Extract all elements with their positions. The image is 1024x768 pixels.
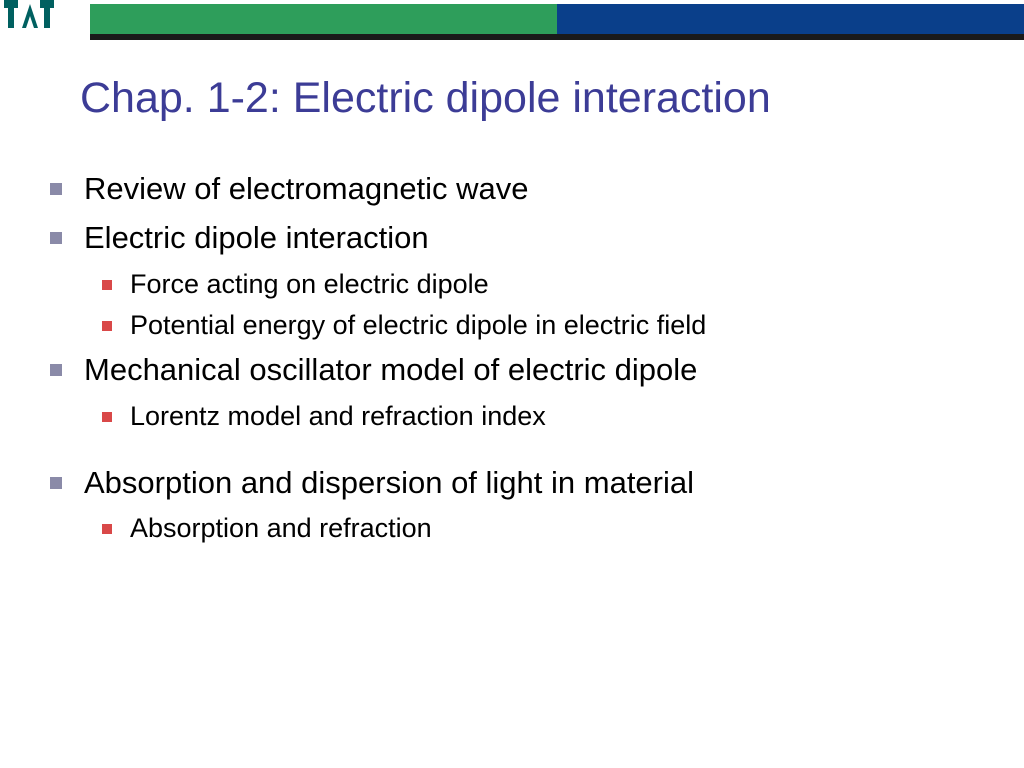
list-item-text: Absorption and dispersion of light in ma…: [84, 464, 694, 503]
list-item-text: Review of electromagnetic wave: [84, 170, 529, 209]
list-item-text: Mechanical oscillator model of electric …: [84, 351, 697, 390]
header-stripe: [90, 4, 1024, 34]
list-item: Review of electromagnetic wave: [50, 170, 984, 209]
square-bullet-icon: [50, 183, 62, 195]
list-item: Electric dipole interaction: [50, 219, 984, 258]
stripe-blue: [557, 4, 1024, 34]
list-item: Mechanical oscillator model of electric …: [50, 351, 984, 390]
sub-list-item-text: Force acting on electric dipole: [130, 268, 489, 302]
list-item-text: Electric dipole interaction: [84, 219, 429, 258]
square-bullet-icon: [102, 321, 112, 331]
sub-list-item-text: Lorentz model and refraction index: [130, 400, 546, 434]
sub-list-item-text: Potential energy of electric dipole in e…: [130, 309, 706, 343]
stripe-green: [90, 4, 557, 34]
square-bullet-icon: [50, 364, 62, 376]
slide-title: Chap. 1-2: Electric dipole interaction: [80, 74, 771, 123]
square-bullet-icon: [102, 280, 112, 290]
square-bullet-icon: [50, 477, 62, 489]
sub-list-item: Potential energy of electric dipole in e…: [102, 309, 984, 343]
sub-list-item-text: Absorption and refraction: [130, 512, 432, 546]
content-region: Review of electromagnetic wave Electric …: [50, 170, 984, 554]
list-item: Absorption and dispersion of light in ma…: [50, 464, 984, 503]
sub-list-item: Lorentz model and refraction index: [102, 400, 984, 434]
sub-list-item: Force acting on electric dipole: [102, 268, 984, 302]
sub-list-item: Absorption and refraction: [102, 512, 984, 546]
institution-logo: [0, 0, 60, 40]
header-underline: [90, 34, 1024, 40]
square-bullet-icon: [102, 524, 112, 534]
square-bullet-icon: [50, 232, 62, 244]
square-bullet-icon: [102, 412, 112, 422]
header-region: [0, 0, 1024, 40]
